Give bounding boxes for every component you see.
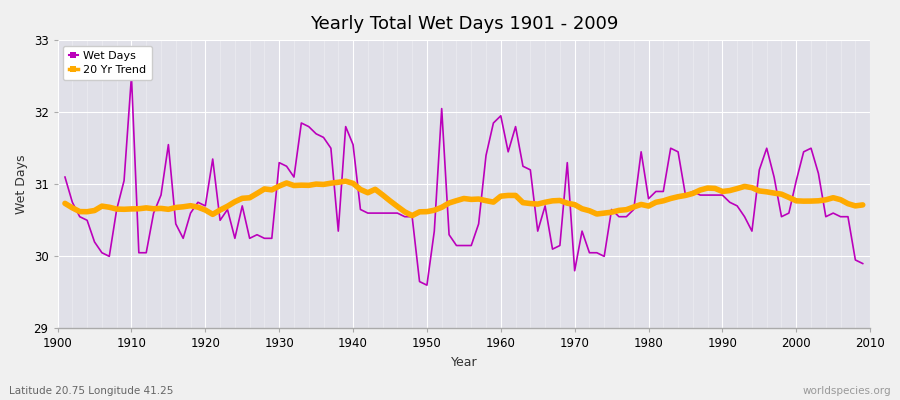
Title: Yearly Total Wet Days 1901 - 2009: Yearly Total Wet Days 1901 - 2009 (310, 15, 618, 33)
Text: worldspecies.org: worldspecies.org (803, 386, 891, 396)
Y-axis label: Wet Days: Wet Days (15, 154, 28, 214)
X-axis label: Year: Year (451, 356, 477, 369)
Text: Latitude 20.75 Longitude 41.25: Latitude 20.75 Longitude 41.25 (9, 386, 174, 396)
Legend: Wet Days, 20 Yr Trend: Wet Days, 20 Yr Trend (63, 46, 152, 80)
